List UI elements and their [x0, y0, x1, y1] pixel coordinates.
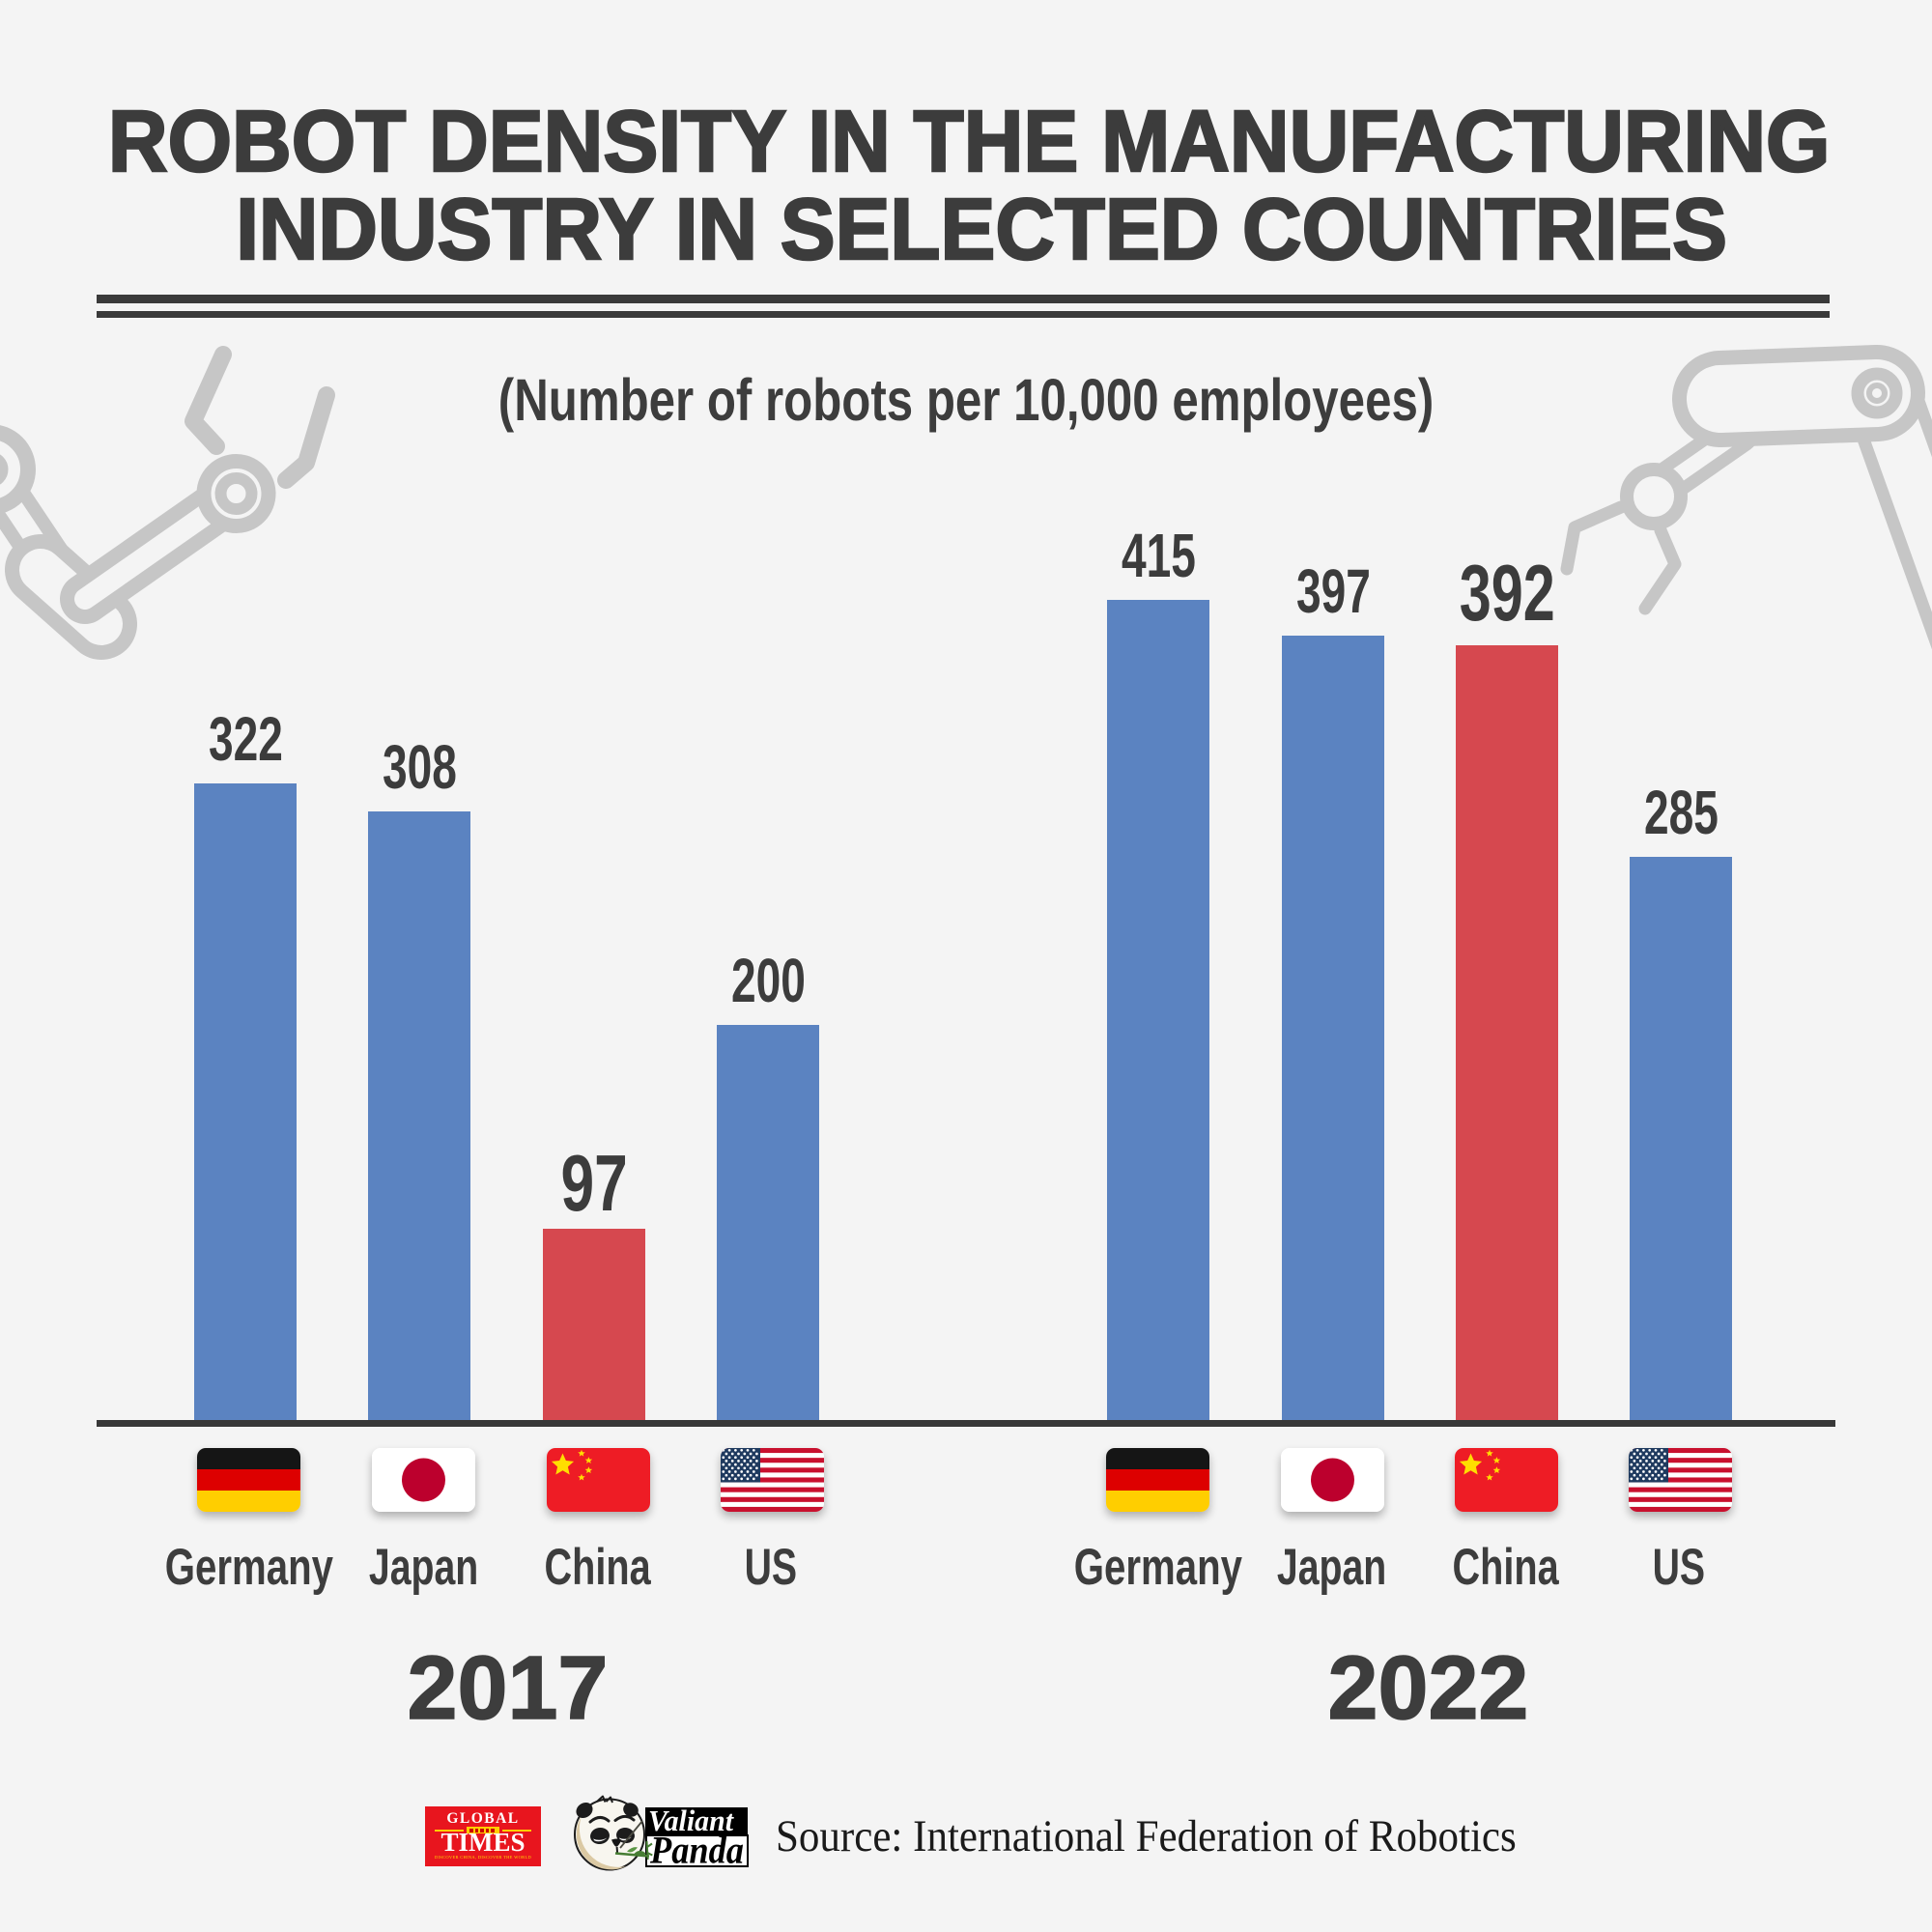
- svg-text:Panda: Panda: [649, 1829, 744, 1872]
- svg-text:Valiant: Valiant: [648, 1804, 734, 1837]
